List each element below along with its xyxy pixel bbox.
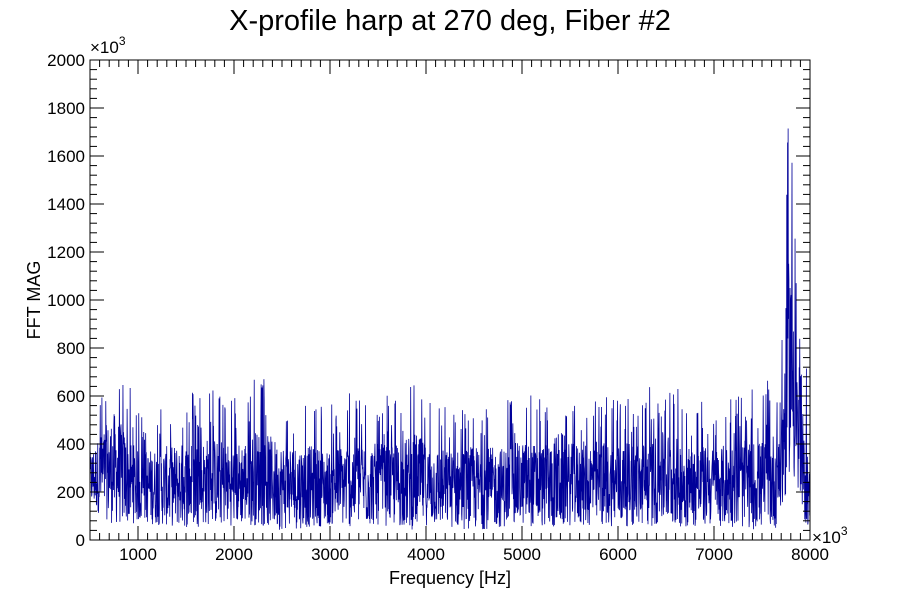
y-tick-label: 0 [76, 531, 85, 550]
y-tick-label: 1600 [47, 147, 85, 166]
y-tick-label: 600 [57, 387, 85, 406]
chart-title: X-profile harp at 270 deg, Fiber #2 [229, 5, 671, 37]
y-axis-ticks: 0 200 400 600 800 1000 1200 1400 1600 1800 2000 [47, 51, 810, 550]
x-tick-label: 4000 [407, 545, 445, 564]
x-axis-label: Frequency [Hz] [389, 568, 511, 588]
y-tick-label: 1000 [47, 291, 85, 310]
y-tick-label: 800 [57, 339, 85, 358]
x-tick-label: 3000 [311, 545, 349, 564]
fft-magnitude-series [90, 128, 810, 530]
y-tick-label: 1400 [47, 195, 85, 214]
x-tick-label: 8000 [791, 545, 829, 564]
y-tick-label: 400 [57, 435, 85, 454]
x-axis-multiplier: ×103 [812, 524, 848, 547]
x-tick-label: 1000 [119, 545, 157, 564]
y-tick-label: 200 [57, 483, 85, 502]
x-tick-label: 5000 [503, 545, 541, 564]
y-tick-label: 1800 [47, 99, 85, 118]
x-tick-label: 7000 [695, 545, 733, 564]
y-axis-multiplier: ×103 [90, 34, 126, 57]
y-tick-label: 2000 [47, 51, 85, 70]
x-axis-ticks: 1000 2000 3000 4000 5000 6000 7000 8000 [89, 60, 829, 564]
y-axis-label: FFT MAG [24, 261, 44, 340]
x-tick-label: 6000 [599, 545, 637, 564]
x-tick-label: 2000 [215, 545, 253, 564]
y-tick-label: 1200 [47, 243, 85, 262]
